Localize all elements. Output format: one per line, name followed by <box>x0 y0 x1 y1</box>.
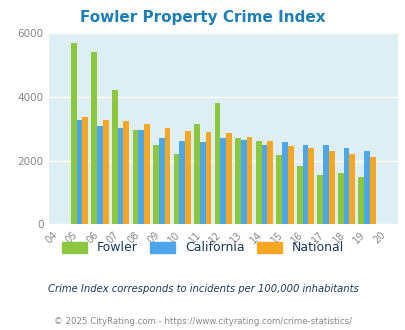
Bar <box>173 154 179 224</box>
Bar <box>246 137 252 224</box>
Text: Fowler Property Crime Index: Fowler Property Crime Index <box>80 10 325 25</box>
Bar <box>296 166 302 224</box>
Bar <box>153 145 158 224</box>
Bar <box>123 121 129 224</box>
Text: Crime Index corresponds to incidents per 100,000 inhabitants: Crime Index corresponds to incidents per… <box>47 284 358 294</box>
Bar <box>144 124 149 224</box>
Bar <box>220 138 226 224</box>
Bar <box>158 138 164 224</box>
Bar <box>205 132 211 224</box>
Bar <box>317 175 322 224</box>
Bar <box>185 131 190 224</box>
Bar <box>91 52 97 224</box>
Bar <box>281 142 287 224</box>
Bar <box>164 128 170 224</box>
Bar <box>71 43 77 224</box>
Bar <box>77 120 82 224</box>
Bar <box>307 148 313 224</box>
Bar <box>214 103 220 224</box>
Bar <box>287 146 293 224</box>
Bar <box>194 124 199 224</box>
Bar <box>328 151 334 224</box>
Bar <box>138 130 144 224</box>
Bar <box>234 138 241 224</box>
Bar <box>358 177 363 224</box>
Legend: Fowler, California, National: Fowler, California, National <box>56 236 349 259</box>
Bar <box>132 130 138 224</box>
Bar <box>337 173 343 224</box>
Bar <box>369 157 375 224</box>
Bar <box>363 151 369 224</box>
Bar <box>241 140 246 224</box>
Bar <box>261 145 266 224</box>
Bar <box>112 90 117 224</box>
Bar <box>179 142 185 224</box>
Bar <box>103 120 109 224</box>
Bar <box>199 143 205 224</box>
Bar <box>343 148 349 224</box>
Bar <box>226 134 231 224</box>
Bar <box>255 142 261 224</box>
Bar <box>266 141 272 224</box>
Bar <box>276 155 281 224</box>
Bar <box>322 145 328 224</box>
Bar <box>302 145 307 224</box>
Bar <box>117 128 123 224</box>
Bar <box>82 116 88 224</box>
Bar <box>97 125 103 224</box>
Bar <box>349 154 354 224</box>
Text: © 2025 CityRating.com - https://www.cityrating.com/crime-statistics/: © 2025 CityRating.com - https://www.city… <box>54 317 351 326</box>
